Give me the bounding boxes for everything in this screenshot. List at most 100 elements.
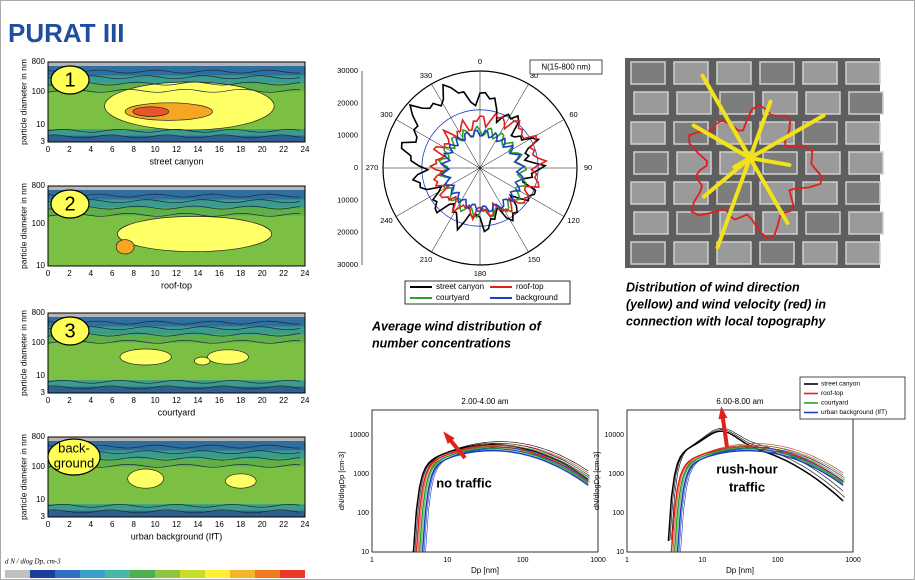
x-tick-label: 6	[110, 145, 115, 154]
y-tick-label: 3	[41, 137, 46, 146]
y-tick-label: 10	[361, 549, 369, 556]
x-axis-label: Dp [nm]	[726, 566, 754, 575]
legend-label: roof-top	[516, 282, 544, 291]
x-tick-label: 10	[151, 396, 160, 405]
x-tick-label: 24	[301, 396, 310, 405]
angle-label: 0	[478, 57, 482, 66]
y-tick-label: 100	[32, 87, 46, 96]
caption: Average wind distribution of	[371, 319, 543, 333]
x-tick-label: 12	[172, 520, 181, 529]
city-block	[803, 182, 837, 204]
y-tick-label: 100	[612, 510, 624, 517]
colorbar-swatch	[155, 570, 180, 578]
caption: number concentrations	[372, 336, 511, 350]
colorbar-swatch	[55, 570, 80, 578]
y-tick-label: 10	[36, 120, 45, 129]
badge-text: ground	[54, 455, 94, 470]
band	[48, 62, 305, 66]
city-block	[631, 182, 665, 204]
x-tick-label: 2	[67, 269, 72, 278]
x-tick-label: 12	[172, 396, 181, 405]
x-tick-label: 22	[279, 145, 288, 154]
caption: Distribution of wind direction	[626, 280, 800, 294]
x-tick-label: 10	[698, 557, 706, 564]
city-block	[634, 92, 668, 114]
radial-tick-label: 20000	[337, 228, 358, 237]
contour-blob	[207, 350, 248, 364]
band	[48, 504, 305, 510]
city-block	[849, 152, 883, 174]
x-tick-label: 16	[215, 520, 224, 529]
x-tick-label: 16	[215, 269, 224, 278]
y-tick-label: 100	[32, 338, 46, 347]
city-block	[631, 242, 665, 264]
city-block	[634, 152, 668, 174]
city-block	[803, 62, 837, 84]
chart-title: 6.00-8.00 am	[716, 397, 763, 406]
legend-label: courtyard	[821, 400, 848, 407]
angle-label: 240	[380, 216, 393, 225]
y-axis-label: dN/dlogDp [cm-3]	[337, 452, 346, 510]
x-tick-label: 12	[172, 145, 181, 154]
colorbar-swatch	[280, 570, 305, 578]
angle-label: 60	[569, 110, 577, 119]
y-tick-label: 1000	[353, 471, 369, 478]
x-axis-label: urban background (IfT)	[131, 531, 223, 541]
city-block	[849, 212, 883, 234]
colorbar-swatch	[230, 570, 255, 578]
city-block	[846, 62, 880, 84]
city-block	[849, 92, 883, 114]
annotation: traffic	[729, 479, 765, 494]
radial-tick-label: 30000	[337, 66, 358, 75]
caption: (yellow) and wind velocity (red) in	[626, 297, 826, 311]
radial-tick-label: 20000	[337, 98, 358, 107]
city-block	[634, 212, 668, 234]
x-tick-label: 100	[517, 557, 529, 564]
badge-text: 2	[64, 193, 75, 215]
x-tick-label: 8	[131, 520, 136, 529]
angle-label: 300	[380, 110, 393, 119]
x-tick-label: 16	[215, 396, 224, 405]
x-tick-label: 12	[172, 269, 181, 278]
x-tick-label: 14	[193, 396, 202, 405]
x-tick-label: 18	[236, 145, 245, 154]
annotation: rush-hour	[716, 461, 777, 476]
x-tick-label: 18	[236, 396, 245, 405]
y-tick-label: 10000	[350, 432, 370, 439]
angle-label: 90	[584, 163, 592, 172]
city-block	[803, 242, 837, 264]
angle-label: 180	[474, 269, 487, 278]
y-axis-label: particle diameter in nm	[18, 59, 28, 145]
x-tick-label: 20	[258, 145, 267, 154]
legend-label: street canyon	[821, 381, 860, 388]
city-block	[677, 152, 711, 174]
angle-label: 330	[420, 71, 433, 80]
city-block	[846, 242, 880, 264]
contour-blob	[133, 107, 169, 117]
city-block	[677, 212, 711, 234]
x-tick-label: 2	[67, 145, 72, 154]
y-tick-label: 800	[32, 57, 46, 66]
angle-label: 150	[528, 255, 541, 264]
city-block	[806, 92, 840, 114]
x-tick-label: 8	[131, 269, 136, 278]
city-block	[674, 242, 708, 264]
x-axis-label: courtyard	[158, 407, 196, 417]
x-tick-label: 4	[89, 396, 94, 405]
x-tick-label: 20	[258, 396, 267, 405]
colorbar-swatch	[130, 570, 155, 578]
x-tick-label: 2	[67, 396, 72, 405]
x-tick-label: 1	[370, 557, 374, 564]
city-block	[846, 182, 880, 204]
colorbar-swatch	[255, 570, 280, 578]
city-block	[806, 212, 840, 234]
x-tick-label: 24	[301, 269, 310, 278]
caption: connection with local topography	[626, 314, 826, 328]
x-tick-label: 24	[301, 145, 310, 154]
contour-blob	[116, 240, 134, 254]
x-tick-label: 14	[193, 145, 202, 154]
y-tick-label: 3	[41, 512, 46, 521]
x-tick-label: 20	[258, 269, 267, 278]
x-tick-label: 1	[625, 557, 629, 564]
y-tick-label: 10	[36, 261, 45, 270]
